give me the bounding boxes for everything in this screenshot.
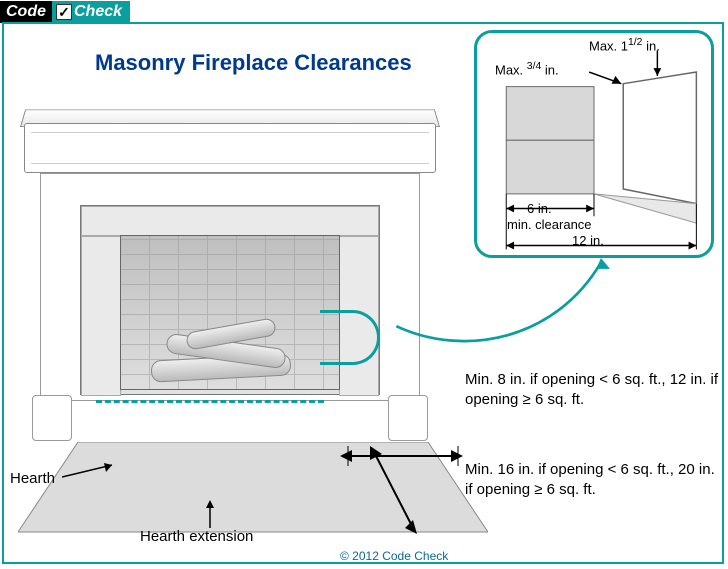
max-top-label: Max. 11/2 in. <box>589 37 660 53</box>
diagram-title: Masonry Fireplace Clearances <box>95 50 412 76</box>
header-check-text: Check <box>74 3 122 21</box>
fireplace-illustration <box>20 105 440 445</box>
plinth-right <box>388 395 428 441</box>
mantel-shelf <box>24 123 436 173</box>
hearth-label: Hearth <box>10 470 55 487</box>
side-clearance-note: Min. 8 in. if opening < 6 sq. ft., 12 in… <box>465 370 720 409</box>
header-code: Code <box>0 1 52 23</box>
max-side-label: Max. 3/4 in. <box>495 61 559 77</box>
front-clearance-note: Min. 16 in. if opening < 6 sq. ft., 20 i… <box>465 460 720 499</box>
clearance-detail-box: Max. 11/2 in. Max. 3/4 in. 6 in. min. cl… <box>474 30 714 258</box>
plinth-left <box>32 395 72 441</box>
fire-logs <box>131 319 329 379</box>
callout-bracket <box>320 310 380 365</box>
header-check: ✓ Check <box>52 1 130 23</box>
header-bar: Code ✓ Check <box>0 0 130 24</box>
hearth-leader <box>62 463 122 483</box>
min-clearance-label: min. clearance <box>507 217 592 232</box>
six-in-label: 6 in. <box>527 201 552 216</box>
hearth-extension-label: Hearth extension <box>140 528 253 545</box>
hearth-ext-leader <box>200 500 220 530</box>
checkmark-icon: ✓ <box>56 4 72 20</box>
hearth-dashed-line <box>96 400 324 403</box>
firebox <box>120 235 340 390</box>
tile-left <box>81 236 121 396</box>
tile-top <box>81 206 379 236</box>
twelve-in-label: 12 in. <box>572 233 604 248</box>
copyright: © 2012 Code Check <box>340 549 448 563</box>
front-dimension-arrow <box>350 444 430 539</box>
